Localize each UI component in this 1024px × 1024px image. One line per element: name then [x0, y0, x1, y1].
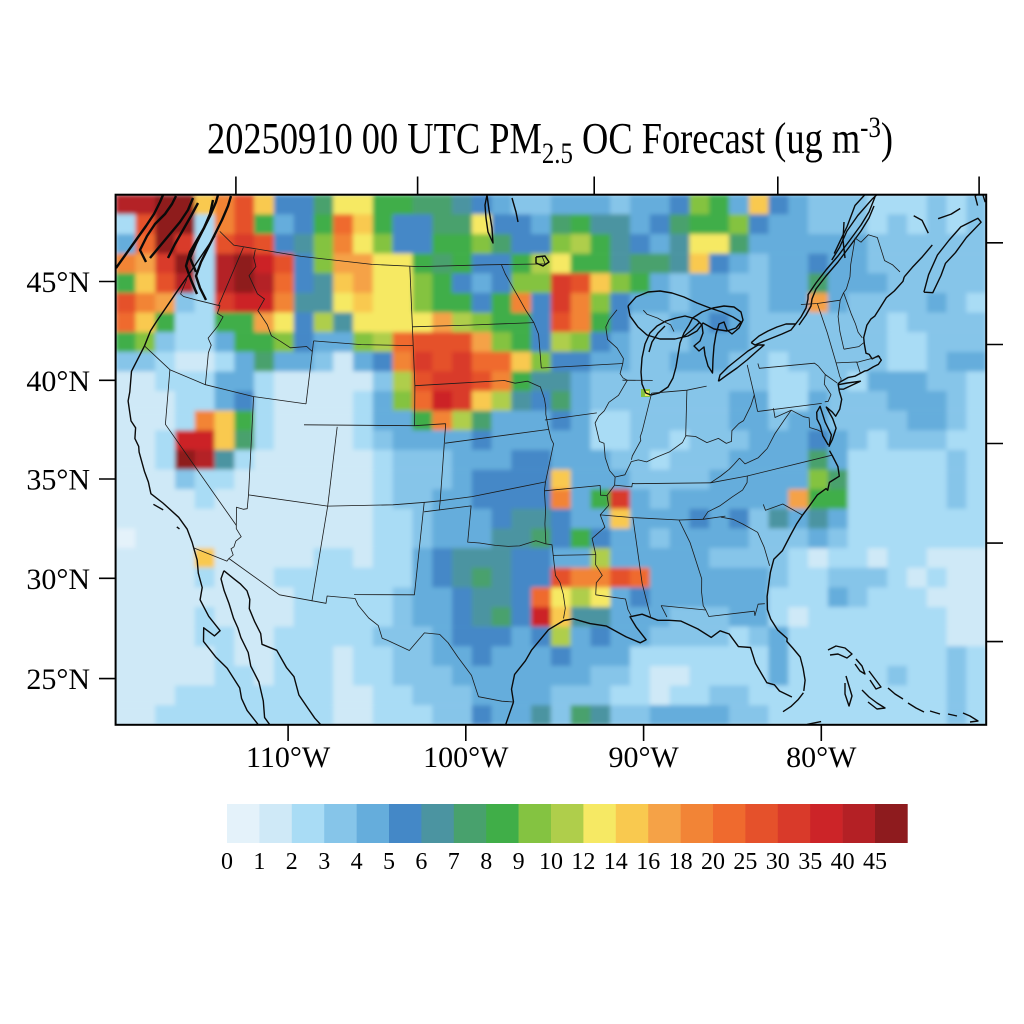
svg-text:20250910 00 UTC PM2.5 OC Forec: 20250910 00 UTC PM2.5 OC Forecast (ug m-… [207, 111, 893, 170]
svg-text:40: 40 [831, 849, 855, 875]
svg-text:9: 9 [513, 849, 525, 875]
svg-text:45: 45 [863, 849, 887, 875]
svg-text:80°W: 80°W [786, 741, 857, 774]
svg-text:7: 7 [448, 849, 460, 875]
svg-text:90°W: 90°W [608, 741, 679, 774]
svg-text:1: 1 [253, 849, 265, 875]
svg-text:0: 0 [221, 849, 233, 875]
svg-text:4: 4 [351, 849, 363, 875]
svg-text:40°N: 40°N [26, 365, 90, 398]
svg-text:20: 20 [701, 849, 725, 875]
svg-text:45°N: 45°N [26, 266, 90, 299]
svg-text:35°N: 35°N [26, 464, 90, 497]
svg-text:25: 25 [733, 849, 757, 875]
svg-text:6: 6 [415, 849, 427, 875]
svg-text:5: 5 [383, 849, 395, 875]
svg-text:3: 3 [318, 849, 330, 875]
svg-text:25°N: 25°N [26, 663, 90, 696]
svg-text:12: 12 [571, 849, 595, 875]
svg-text:8: 8 [480, 849, 492, 875]
svg-text:2: 2 [286, 849, 298, 875]
svg-text:10: 10 [539, 849, 563, 875]
svg-text:30: 30 [766, 849, 790, 875]
svg-text:35: 35 [798, 849, 822, 875]
svg-text:14: 14 [604, 849, 628, 875]
svg-text:100°W: 100°W [423, 741, 509, 774]
svg-text:16: 16 [636, 849, 660, 875]
svg-text:110°W: 110°W [246, 741, 331, 774]
svg-text:30°N: 30°N [26, 563, 90, 596]
svg-text:18: 18 [669, 849, 693, 875]
